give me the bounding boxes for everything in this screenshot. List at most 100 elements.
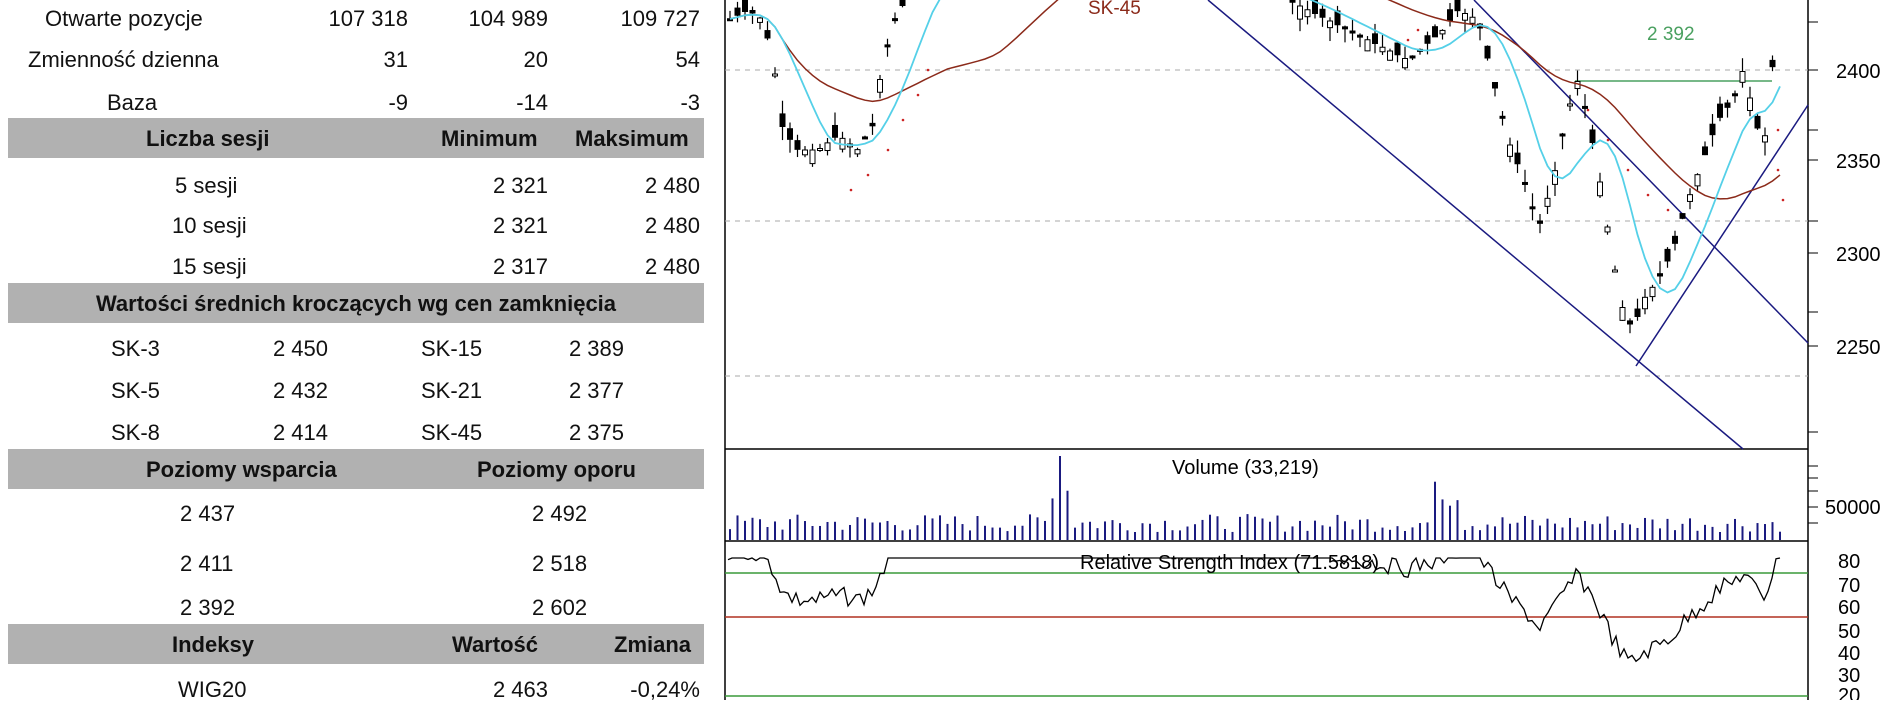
volume-bar	[1344, 521, 1346, 540]
volume-bar	[984, 525, 986, 540]
volume-bar	[1291, 526, 1294, 540]
volume-bar	[1314, 520, 1316, 540]
candle-body	[1642, 296, 1648, 310]
candle-body	[1289, 0, 1296, 3]
volume-bar	[1171, 530, 1174, 540]
rsi-tick-label: 60	[1838, 597, 1860, 619]
candle-body	[787, 128, 793, 140]
volume-bar	[1111, 520, 1114, 540]
volume-bar	[766, 527, 769, 540]
candle-body	[1432, 26, 1438, 38]
indices-header-band	[8, 624, 704, 664]
volume-bar	[1126, 530, 1129, 540]
candle-body	[1394, 42, 1401, 56]
ma-label: SK-8	[111, 420, 160, 445]
envelope-dot	[1416, 28, 1420, 32]
volume-bar	[1336, 514, 1339, 540]
candle-body	[869, 122, 876, 127]
envelope-dot	[1776, 128, 1780, 132]
volume-bar	[1179, 530, 1181, 540]
price-tick-label: 2400	[1836, 61, 1881, 83]
sessions-row-label: 5 sesji	[175, 173, 238, 198]
candle-body	[809, 149, 816, 165]
volume-bar	[864, 518, 866, 540]
volume-bar	[826, 521, 829, 540]
candle-body	[1507, 144, 1513, 157]
volume-bar	[744, 520, 746, 540]
support-trend-line	[1635, 104, 1809, 367]
moving-averages-header: Wartości średnich kroczących wg cen zamk…	[95, 291, 617, 316]
resistance-level: 2 602	[532, 595, 588, 620]
volume-bar	[1119, 523, 1121, 540]
volume-bar	[924, 515, 926, 540]
volume-bar	[1779, 531, 1781, 540]
candle-body	[764, 30, 771, 39]
volume-bar	[1771, 522, 1774, 540]
candle-body	[892, 18, 898, 22]
candle-body	[1687, 194, 1693, 202]
support-level: 2 392	[180, 595, 236, 620]
candle-body	[1544, 197, 1551, 207]
volume-bar	[1141, 523, 1144, 540]
candle-body	[1769, 59, 1776, 68]
level-label: 2 392	[1647, 24, 1695, 45]
volume-bar	[969, 530, 971, 540]
rsi-tick-label: 30	[1838, 665, 1860, 687]
volume-bar	[1029, 514, 1031, 540]
candle-body	[1364, 39, 1371, 52]
volume-bar	[1644, 517, 1646, 540]
volume-bar	[1156, 531, 1159, 540]
volume-bar	[1674, 530, 1676, 540]
ma-value: 2 377	[568, 378, 624, 403]
candle-body	[824, 142, 831, 152]
price-tick-label: 2300	[1836, 244, 1881, 266]
candle-body	[794, 140, 801, 150]
candle-body	[1379, 46, 1386, 53]
candle-body	[1559, 133, 1566, 137]
volume-bar	[1509, 523, 1511, 540]
volume-bar	[954, 516, 956, 540]
volume-bar	[939, 515, 941, 540]
volume-bar	[1284, 531, 1286, 540]
volume-bar	[1734, 518, 1736, 540]
volume-bar	[1441, 499, 1444, 540]
ma-label: SK-45	[421, 420, 483, 445]
ma-label: SK-5	[111, 378, 160, 403]
stat-value: -3	[680, 90, 700, 115]
envelope-dot	[1406, 38, 1410, 42]
candle-body	[1484, 45, 1491, 59]
envelope-dot	[1781, 198, 1785, 202]
volume-bar	[1351, 529, 1354, 540]
envelope-dot	[1626, 168, 1630, 172]
rsi-line	[727, 556, 1781, 663]
volume-bar	[871, 522, 874, 540]
candle-body	[1754, 115, 1761, 129]
sessions-row-min: 2 317	[492, 254, 548, 279]
volume-bar	[1704, 524, 1706, 540]
volume-bar	[1756, 523, 1759, 540]
candle-body	[1627, 320, 1633, 325]
volume-bar	[1096, 528, 1099, 540]
candle-body	[1657, 273, 1663, 277]
stat-value: 20	[523, 47, 548, 72]
volume-bar	[916, 525, 919, 540]
envelope-dot	[886, 148, 890, 152]
volume-bar	[1299, 520, 1301, 540]
ma-label: SK-3	[111, 336, 160, 361]
resistance-level: 2 492	[532, 501, 588, 526]
envelope-dot	[926, 68, 930, 72]
volume-bar	[1224, 528, 1226, 540]
candle-body	[1582, 105, 1588, 109]
sessions-row-max: 2 480	[644, 254, 700, 279]
levels-header-support: Poziomy wsparcia	[146, 457, 337, 482]
volume-bar	[736, 515, 739, 540]
volume-bar	[1569, 517, 1571, 540]
volume-bar	[781, 529, 784, 540]
volume-bar	[1014, 525, 1016, 540]
envelope-dot	[1586, 108, 1590, 112]
rsi-tick-label: 40	[1838, 643, 1860, 665]
volume-title: Volume (33,219)	[1172, 457, 1319, 479]
volume-bar	[1531, 519, 1534, 540]
volume-bar	[1366, 519, 1369, 540]
sma-45-label: SK-45	[1088, 0, 1141, 19]
